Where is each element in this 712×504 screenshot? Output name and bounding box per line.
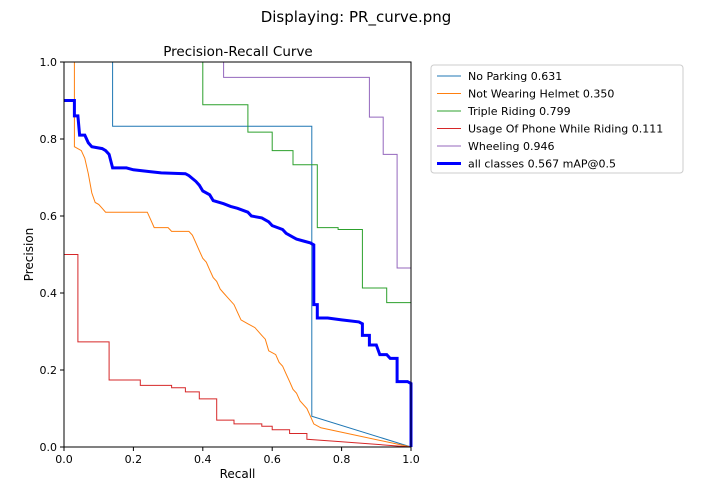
series-line-0 [64, 61, 412, 447]
x-tick-label: 0.0 [55, 453, 73, 466]
legend-entry-0: No Parking 0.631 [468, 70, 562, 83]
window-title: Displaying: PR_curve.png [260, 8, 452, 26]
axis-ticks: 0.0 0.2 0.4 0.6 0.8 1.0 0.0 0.2 0.4 0.6 0.8 1.0 [40, 56, 420, 466]
x-tick-label: 0.8 [333, 453, 351, 466]
y-tick-label: 0.2 [40, 364, 58, 377]
x-tick-label: 0.6 [263, 453, 281, 466]
x-tick-label: 1.0 [402, 453, 420, 466]
y-tick-label: 0.6 [40, 210, 58, 223]
legend-entry-1: Not Wearing Helmet 0.350 [468, 88, 614, 101]
legend-entry-3: Usage Of Phone While Riding 0.111 [468, 123, 663, 136]
series-line-5 [64, 99, 413, 447]
plot-area [64, 61, 413, 447]
y-tick-label: 0.8 [40, 133, 58, 146]
x-tick-label: 0.4 [194, 453, 212, 466]
legend-entry-5: all classes 0.567 mAP@0.5 [468, 158, 616, 171]
legend-entry-2: Triple Riding 0.799 [467, 105, 571, 118]
legend-entry-4: Wheeling 0.946 [468, 140, 554, 153]
y-tick-label: 0.4 [40, 287, 58, 300]
series-line-2 [64, 61, 412, 447]
y-tick-label: 0.0 [40, 441, 58, 454]
series-line-4 [64, 61, 412, 447]
x-axis-label: Recall [220, 467, 256, 481]
chart-title: Precision-Recall Curve [163, 44, 313, 60]
y-tick-label: 1.0 [40, 56, 58, 69]
legend-box [430, 64, 684, 174]
series-line-1 [64, 61, 412, 447]
x-tick-label: 0.2 [125, 453, 143, 466]
axes-frame [63, 61, 412, 448]
y-axis-label: Precision [22, 228, 36, 282]
legend: No Parking 0.631 Not Wearing Helmet 0.350… [430, 64, 684, 174]
series-line-3 [64, 254, 412, 447]
